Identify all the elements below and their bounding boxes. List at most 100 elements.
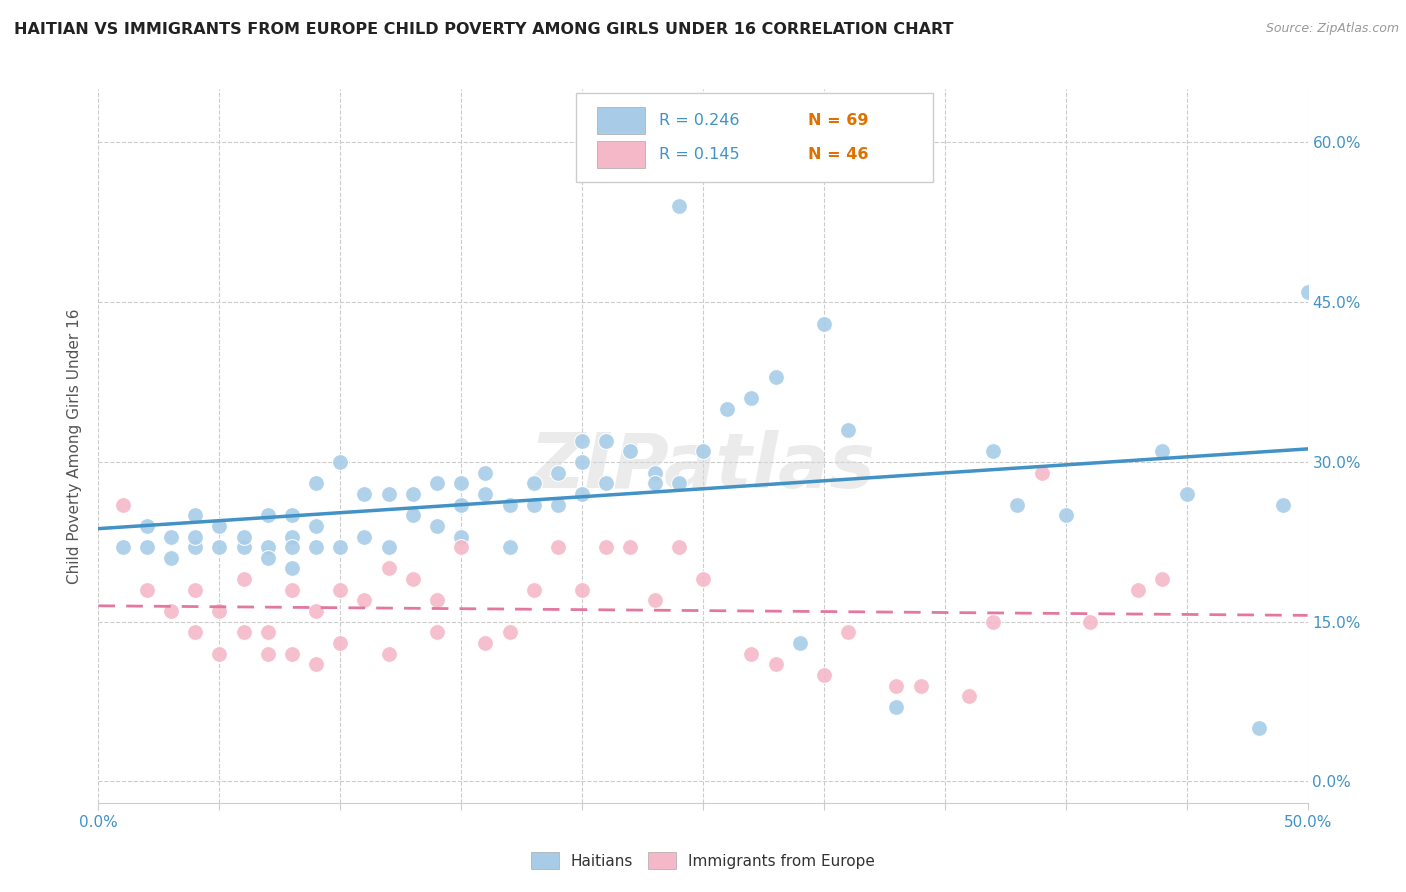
Point — [644, 593, 666, 607]
Point — [498, 498, 520, 512]
Point — [1249, 721, 1271, 735]
Point — [886, 679, 908, 693]
Text: R = 0.246: R = 0.246 — [659, 113, 740, 128]
Point — [740, 391, 762, 405]
Point — [402, 487, 425, 501]
Point — [281, 508, 304, 523]
Point — [232, 529, 254, 543]
Point — [789, 636, 811, 650]
FancyBboxPatch shape — [576, 93, 932, 182]
Point — [111, 498, 134, 512]
Point — [135, 582, 157, 597]
Point — [523, 476, 546, 491]
Y-axis label: Child Poverty Among Girls Under 16: Child Poverty Among Girls Under 16 — [67, 309, 83, 583]
Point — [886, 700, 908, 714]
Point — [523, 498, 546, 512]
Point — [547, 466, 569, 480]
Point — [256, 540, 278, 554]
Point — [377, 540, 399, 554]
Text: HAITIAN VS IMMIGRANTS FROM EUROPE CHILD POVERTY AMONG GIRLS UNDER 16 CORRELATION: HAITIAN VS IMMIGRANTS FROM EUROPE CHILD … — [14, 22, 953, 37]
FancyBboxPatch shape — [596, 141, 645, 168]
Point — [1078, 615, 1101, 629]
Point — [595, 434, 617, 448]
Point — [377, 647, 399, 661]
Point — [184, 508, 207, 523]
Point — [184, 625, 207, 640]
Point — [498, 625, 520, 640]
FancyBboxPatch shape — [596, 107, 645, 134]
Point — [402, 508, 425, 523]
Point — [692, 444, 714, 458]
Point — [160, 604, 183, 618]
Point — [208, 604, 231, 618]
Point — [981, 615, 1004, 629]
Point — [450, 540, 472, 554]
Point — [571, 487, 593, 501]
Text: Source: ZipAtlas.com: Source: ZipAtlas.com — [1265, 22, 1399, 36]
Legend: Haitians, Immigrants from Europe: Haitians, Immigrants from Europe — [524, 846, 882, 875]
Point — [571, 582, 593, 597]
Point — [740, 647, 762, 661]
Point — [813, 668, 835, 682]
Point — [402, 572, 425, 586]
Point — [765, 369, 787, 384]
Point — [619, 540, 641, 554]
Point — [232, 572, 254, 586]
Point — [644, 466, 666, 480]
Point — [474, 466, 496, 480]
Point — [474, 487, 496, 501]
Point — [426, 593, 449, 607]
Point — [668, 540, 690, 554]
Point — [377, 561, 399, 575]
Point — [208, 647, 231, 661]
Point — [353, 529, 375, 543]
Point — [111, 540, 134, 554]
Point — [523, 582, 546, 597]
Point — [281, 540, 304, 554]
Point — [305, 604, 328, 618]
Point — [281, 647, 304, 661]
Point — [547, 540, 569, 554]
Point — [329, 455, 352, 469]
Point — [305, 476, 328, 491]
Point — [765, 657, 787, 672]
Point — [232, 625, 254, 640]
Point — [208, 519, 231, 533]
Text: N = 69: N = 69 — [808, 113, 869, 128]
Point — [256, 508, 278, 523]
Point — [281, 582, 304, 597]
Point — [135, 540, 157, 554]
Point — [232, 540, 254, 554]
Point — [160, 550, 183, 565]
Point — [1175, 487, 1198, 501]
Point — [1152, 444, 1174, 458]
Point — [474, 636, 496, 650]
Point — [595, 540, 617, 554]
Point — [619, 444, 641, 458]
Point — [1296, 285, 1319, 299]
Point — [426, 625, 449, 640]
Point — [571, 434, 593, 448]
Point — [595, 476, 617, 491]
Point — [668, 476, 690, 491]
Point — [1152, 572, 1174, 586]
Point — [281, 529, 304, 543]
Point — [813, 317, 835, 331]
Text: N = 46: N = 46 — [808, 146, 869, 161]
Point — [353, 593, 375, 607]
Point — [160, 529, 183, 543]
Text: R = 0.145: R = 0.145 — [659, 146, 740, 161]
Point — [305, 657, 328, 672]
Point — [426, 519, 449, 533]
Point — [837, 625, 859, 640]
Point — [377, 487, 399, 501]
Point — [547, 498, 569, 512]
Point — [184, 529, 207, 543]
Point — [1007, 498, 1029, 512]
Point — [256, 647, 278, 661]
Point — [353, 487, 375, 501]
Point — [957, 690, 980, 704]
Point — [644, 476, 666, 491]
Point — [981, 444, 1004, 458]
Point — [1031, 466, 1053, 480]
